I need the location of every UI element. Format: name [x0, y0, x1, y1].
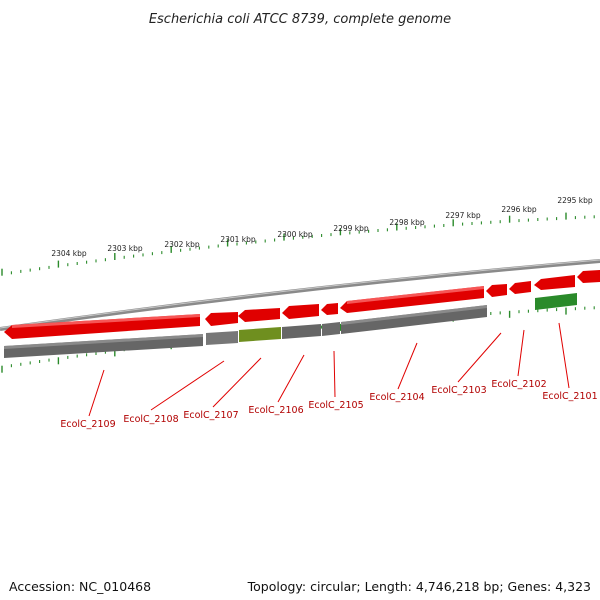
scale-label: 2304 kbp — [51, 249, 87, 258]
cds-block-ecolc-2105[interactable] — [322, 322, 340, 336]
map-title: Escherichia coli ATCC 8739, complete gen… — [149, 12, 451, 27]
genome-backbone-highlight — [0, 259, 600, 329]
label-leaders — [88, 322, 570, 417]
gene-arrow-ecolc-2106[interactable] — [282, 304, 319, 319]
upper-scale-ticks — [1, 212, 595, 276]
rna-block-ecolc-2101[interactable] — [535, 293, 577, 310]
gene-label[interactable]: EcolC_2102 — [491, 379, 546, 390]
leader-line — [457, 332, 502, 383]
gene-arrow-ecolc-2105[interactable] — [321, 303, 338, 315]
gene-arrow-ecolc-2107[interactable] — [238, 308, 280, 322]
gene-label[interactable]: EcolC_2105 — [308, 400, 363, 411]
gene-label[interactable]: EcolC_2103 — [431, 385, 486, 396]
gene-labels: EcolC_2109 EcolC_2108 EcolC_2107 EcolC_2… — [60, 379, 597, 430]
scale-label: 2299 kbp — [333, 224, 369, 233]
genome-backbone — [0, 259, 600, 331]
accession-label: Accession: NC_010468 — [9, 579, 152, 594]
leader-line — [397, 342, 418, 390]
gene-arrow-ecolc-2109[interactable] — [4, 314, 200, 339]
scale-label: 2300 kbp — [277, 230, 313, 239]
gene-label[interactable]: EcolC_2109 — [60, 419, 115, 430]
leader-line — [150, 360, 225, 411]
leader-line — [277, 354, 305, 403]
gene-arrow-ecolc-2102[interactable] — [509, 281, 531, 294]
cds-block-highlight — [341, 305, 487, 325]
scale-label: 2297 kbp — [445, 211, 481, 220]
cds-block-ecolc-2108[interactable] — [206, 331, 238, 345]
gene-arrow-highlight — [12, 314, 200, 328]
leader-line — [517, 329, 525, 377]
scale-label: 2301 kbp — [220, 235, 256, 244]
gene-label[interactable]: EcolC_2106 — [248, 405, 303, 416]
genome-summary-label: Topology: circular; Length: 4,746,218 bp… — [247, 579, 591, 594]
scale-label: 2298 kbp — [389, 218, 425, 227]
gene-arrow-ecolc-2103[interactable] — [486, 284, 507, 297]
gene-arrow-offscreen[interactable] — [577, 270, 600, 283]
gene-label[interactable]: EcolC_2107 — [183, 410, 238, 421]
scale-label: 2295 kbp — [557, 196, 593, 205]
scale-labels: 2304 kbp 2303 kbp 2302 kbp 2301 kbp 2300… — [51, 196, 593, 258]
gene-label[interactable]: EcolC_2104 — [369, 392, 424, 403]
cds-block-ecolc-2106[interactable] — [282, 324, 321, 339]
leader-line — [558, 322, 570, 389]
cds-block-highlight — [4, 334, 203, 349]
leader-line — [212, 357, 262, 408]
gene-arrow-highlight — [347, 286, 484, 304]
gene-arrow-ecolc-2108[interactable] — [205, 312, 238, 326]
gene-label[interactable]: EcolC_2101 — [542, 391, 597, 402]
scale-label: 2303 kbp — [107, 244, 143, 253]
cds-row — [4, 293, 577, 358]
leader-line — [333, 350, 336, 398]
cds-block-ecolc-2107[interactable] — [239, 327, 281, 342]
scale-label: 2302 kbp — [164, 240, 200, 249]
gene-arrows — [4, 270, 600, 339]
gene-label[interactable]: EcolC_2108 — [123, 414, 178, 425]
leader-line — [88, 369, 105, 417]
gene-arrow-ecolc-2101[interactable] — [534, 275, 575, 290]
scale-label: 2296 kbp — [501, 205, 537, 214]
